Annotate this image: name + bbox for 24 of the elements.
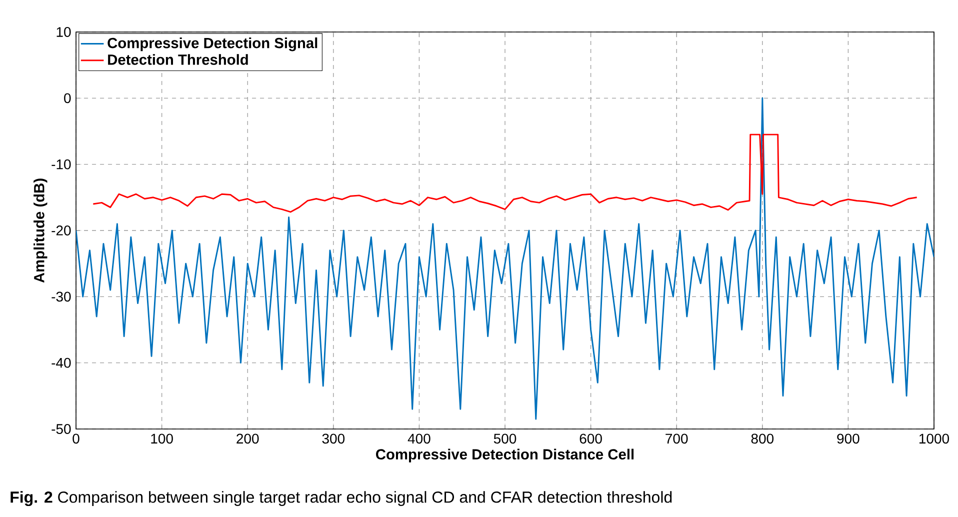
- x-tick-label: 500: [494, 434, 516, 444]
- y-tick-label: -20: [52, 226, 71, 236]
- x-tick-label: 1000: [919, 434, 950, 444]
- y-tick-label: -50: [52, 424, 71, 434]
- x-tick-label: 300: [322, 434, 345, 444]
- text: Fig. 2 Comparison between single target radar echo signal CD and CFAR detection threshold: [10, 491, 672, 506]
- y-tick-label: 10: [56, 27, 71, 37]
- x-tick-label: 600: [580, 434, 602, 444]
- x-tick-label: 0: [72, 434, 80, 444]
- x-tick-label: 800: [751, 434, 774, 444]
- legend-label: Detection Threshold: [108, 54, 248, 65]
- x-tick-label: 200: [236, 434, 259, 444]
- line-series: [76, 97, 934, 420]
- legend-label: Compressive Detection Signal: [108, 37, 318, 52]
- x-tick-label: 400: [408, 434, 430, 444]
- x-tick-label: 700: [666, 434, 688, 444]
- y-tick-label: 0: [64, 93, 71, 104]
- y-tick-label: -10: [52, 159, 71, 170]
- x-tick-label: 100: [151, 434, 173, 444]
- x-tick-label: 900: [837, 434, 860, 444]
- x-axis-title: Compressive Detection Distance Cell: [376, 448, 634, 462]
- y-axis-title: Amplitude (dB): [34, 178, 48, 283]
- y-tick-label: -30: [52, 292, 71, 302]
- y-tick-label: -40: [52, 358, 71, 368]
